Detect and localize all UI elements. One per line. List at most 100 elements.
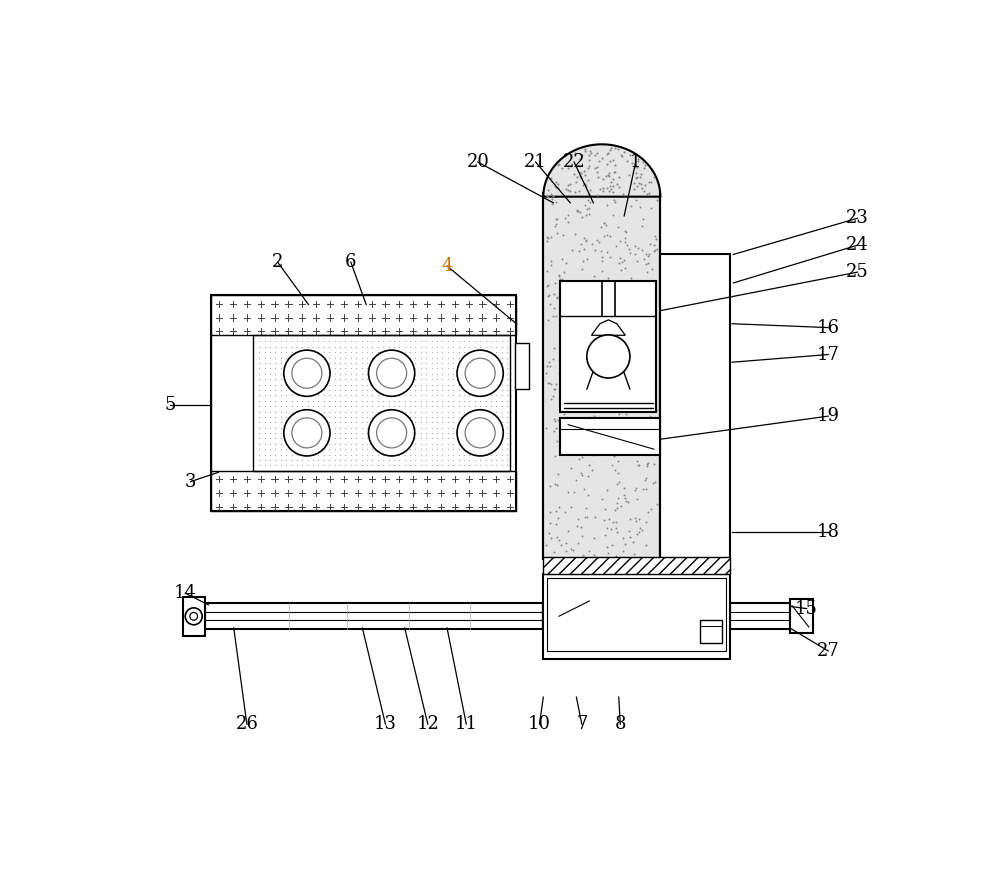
Point	[556, 395, 572, 408]
Point	[549, 289, 565, 303]
Point	[549, 290, 565, 304]
Point	[558, 544, 574, 558]
Point	[569, 332, 585, 346]
Point	[649, 242, 665, 256]
Point	[609, 309, 625, 323]
Point	[610, 491, 626, 505]
Point	[551, 269, 567, 282]
Point	[646, 399, 662, 413]
Point	[584, 236, 600, 250]
Point	[634, 523, 650, 537]
Text: 4: 4	[441, 257, 453, 275]
Point	[580, 488, 596, 502]
Point	[602, 250, 618, 264]
Point	[632, 200, 648, 214]
Point	[580, 440, 596, 454]
Point	[638, 482, 654, 496]
Point	[599, 317, 615, 331]
Polygon shape	[543, 144, 660, 196]
Point	[562, 384, 578, 398]
Point	[538, 539, 554, 553]
Point	[579, 202, 595, 216]
Point	[612, 235, 628, 249]
Point	[578, 501, 594, 514]
Point	[609, 315, 625, 328]
Bar	[560, 419, 660, 455]
Bar	[543, 574, 730, 659]
Point	[633, 291, 649, 305]
Point	[640, 456, 656, 470]
Point	[542, 480, 558, 494]
Point	[644, 377, 660, 391]
Point	[586, 548, 602, 562]
Point	[599, 540, 615, 554]
Point	[591, 355, 607, 369]
Point	[638, 514, 654, 528]
Point	[587, 510, 603, 524]
Point	[538, 366, 554, 380]
Point	[542, 360, 558, 374]
Point	[590, 330, 606, 344]
Point	[628, 481, 644, 494]
Point	[587, 447, 603, 461]
Point	[546, 412, 562, 426]
Point	[643, 305, 659, 319]
Text: 21: 21	[524, 153, 547, 171]
Point	[593, 429, 609, 443]
Point	[602, 229, 618, 243]
Point	[574, 468, 590, 482]
Point	[585, 354, 601, 368]
Point	[634, 219, 650, 233]
Circle shape	[190, 613, 198, 620]
Point	[541, 376, 557, 390]
Circle shape	[587, 335, 630, 378]
Point	[581, 458, 597, 472]
Point	[595, 322, 611, 336]
Point	[569, 203, 585, 217]
Point	[580, 193, 596, 207]
Text: 23: 23	[846, 209, 869, 227]
Point	[644, 417, 660, 431]
Point	[599, 198, 615, 212]
Point	[546, 382, 562, 396]
Point	[579, 253, 595, 267]
Point	[575, 254, 591, 268]
Point	[576, 242, 592, 255]
Point	[559, 346, 575, 360]
Point	[611, 475, 627, 489]
Point	[604, 459, 620, 473]
Point	[609, 333, 625, 347]
Point	[548, 217, 564, 231]
Point	[557, 322, 573, 335]
Point	[550, 468, 566, 481]
Circle shape	[284, 350, 330, 396]
Point	[611, 407, 627, 421]
Point	[616, 253, 632, 267]
Point	[642, 373, 658, 387]
Point	[634, 399, 650, 413]
Point	[594, 250, 610, 264]
Point	[600, 271, 616, 285]
Point	[594, 264, 610, 278]
Point	[629, 429, 645, 443]
Point	[551, 533, 567, 547]
Point	[581, 375, 597, 389]
Point	[573, 399, 589, 413]
Circle shape	[284, 410, 330, 456]
Point	[606, 429, 622, 443]
Circle shape	[369, 410, 415, 456]
Text: 22: 22	[563, 153, 585, 171]
Point	[558, 323, 574, 337]
Point	[618, 225, 634, 239]
Point	[615, 355, 631, 369]
Point	[597, 527, 613, 541]
Point	[587, 243, 603, 257]
Point	[646, 398, 662, 412]
Point	[635, 481, 651, 495]
Point	[567, 355, 583, 369]
Point	[560, 485, 576, 499]
Point	[570, 347, 586, 361]
Point	[551, 501, 567, 514]
Point	[547, 449, 563, 463]
Point	[541, 526, 557, 540]
